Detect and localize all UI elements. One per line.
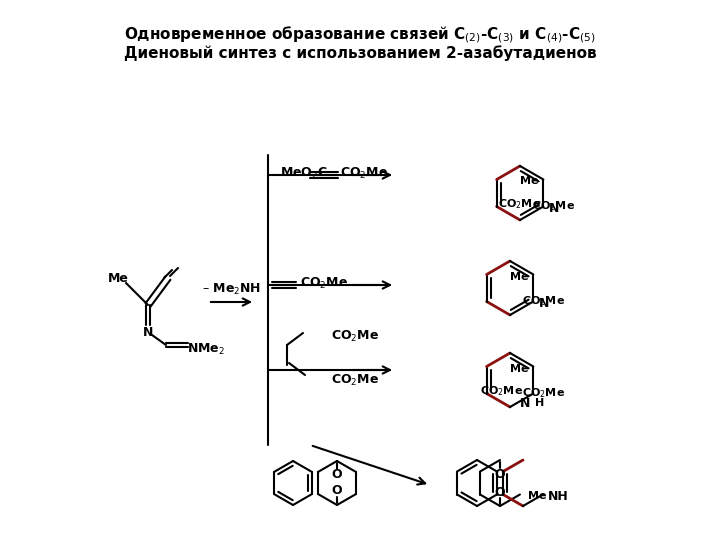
Text: Me: Me (107, 272, 128, 285)
Text: CO$_2$Me: CO$_2$Me (480, 384, 523, 398)
Text: N: N (549, 202, 559, 215)
Text: NH: NH (548, 490, 569, 503)
Text: N: N (539, 297, 549, 310)
Text: Me: Me (520, 177, 539, 186)
Text: CO$_2$Me: CO$_2$Me (521, 295, 564, 308)
Text: Одновременное образование связей С$_{(2)}$-С$_{(3)}$ и С$_{(4)}$-С$_{(5)}$: Одновременное образование связей С$_{(2)… (124, 25, 596, 45)
Text: N: N (520, 397, 531, 410)
Text: – Me$_2$NH: – Me$_2$NH (202, 281, 261, 296)
Text: CO$_2$Me: CO$_2$Me (531, 200, 575, 213)
Text: CO$_2$Me: CO$_2$Me (300, 275, 348, 291)
Text: CO$_2$Me: CO$_2$Me (331, 373, 379, 388)
Text: N: N (143, 326, 153, 339)
Text: Me: Me (528, 491, 546, 501)
Text: H: H (536, 399, 544, 408)
Text: CO$_2$Me: CO$_2$Me (521, 387, 564, 400)
Text: Диеновый синтез с использованием 2-азабутадиенов: Диеновый синтез с использованием 2-азабу… (124, 45, 596, 61)
Text: CO$_2$Me: CO$_2$Me (340, 165, 388, 180)
Text: O: O (495, 468, 505, 481)
Text: CO$_2$Me: CO$_2$Me (331, 328, 379, 343)
Text: O: O (332, 484, 342, 497)
Text: NMe$_2$: NMe$_2$ (187, 341, 225, 356)
Text: O: O (495, 485, 505, 498)
Text: MeO$_2$C: MeO$_2$C (280, 165, 328, 180)
Text: O: O (332, 469, 342, 482)
Text: CO$_2$Me: CO$_2$Me (498, 197, 541, 211)
Text: Me: Me (510, 363, 528, 374)
Text: Me: Me (510, 272, 528, 281)
